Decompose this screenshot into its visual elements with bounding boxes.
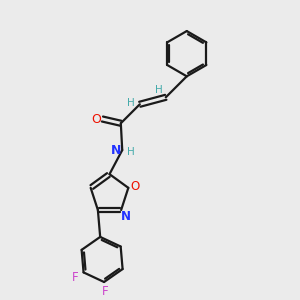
Text: H: H	[127, 98, 135, 108]
Text: O: O	[131, 180, 140, 193]
Text: H: H	[155, 85, 163, 95]
Text: F: F	[72, 271, 79, 284]
Text: N: N	[120, 210, 130, 223]
Text: H: H	[128, 146, 135, 157]
Text: N: N	[111, 144, 121, 157]
Text: O: O	[91, 112, 101, 125]
Text: F: F	[101, 285, 108, 298]
